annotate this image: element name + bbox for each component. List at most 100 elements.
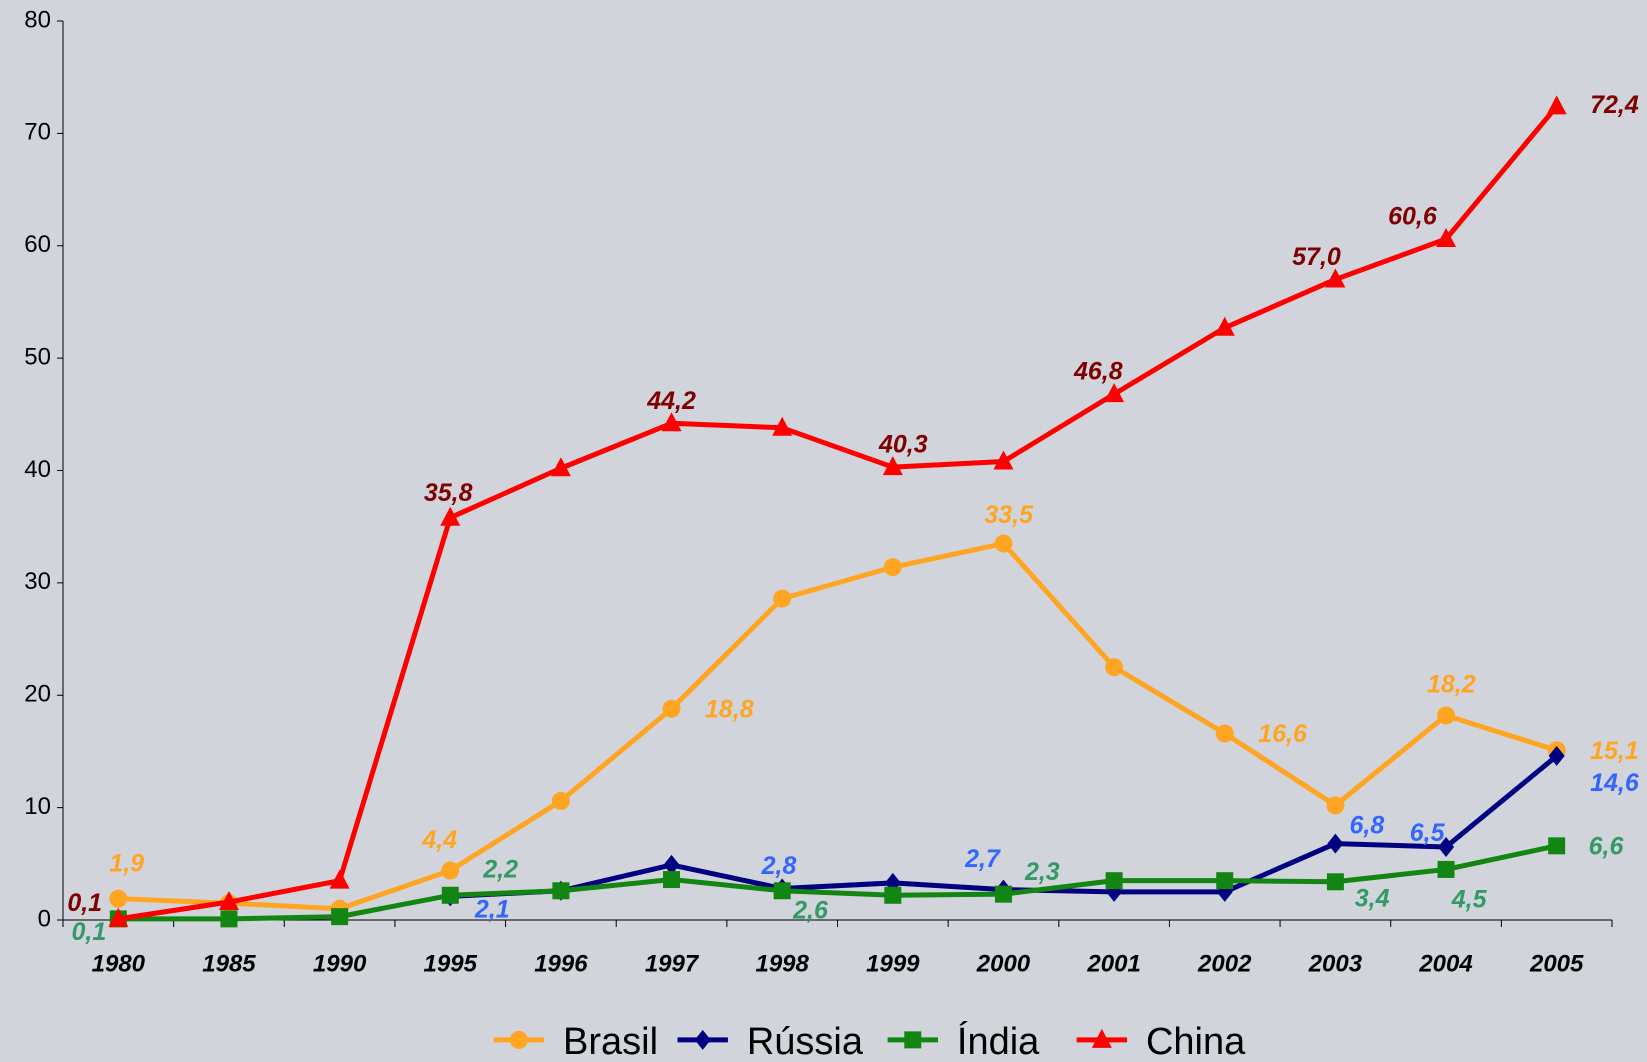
data-label: 6,8 <box>1350 811 1385 839</box>
x-tick-label: 1985 <box>202 950 256 977</box>
legend-label: Índia <box>957 1020 1040 1062</box>
marker <box>773 882 791 900</box>
marker <box>331 908 349 926</box>
data-label: 60,6 <box>1388 203 1438 231</box>
line <box>117 104 1559 922</box>
legend-label: Rússia <box>747 1021 864 1062</box>
marker <box>509 1030 528 1049</box>
series <box>109 534 1566 918</box>
series <box>442 745 1565 907</box>
data-label: 46,8 <box>1073 358 1123 386</box>
x-tick-label: 1999 <box>866 950 920 977</box>
legend-item: Rússia <box>677 1021 864 1062</box>
marker <box>1215 724 1234 743</box>
legend-item: China <box>1076 1021 1246 1062</box>
marker <box>109 889 128 908</box>
marker <box>1438 836 1455 857</box>
marker <box>1327 833 1344 854</box>
y-tick-label: 0 <box>38 905 51 932</box>
marker <box>1548 745 1565 766</box>
marker <box>661 412 682 432</box>
marker <box>551 791 570 810</box>
y-tick-label: 20 <box>24 681 51 708</box>
marker <box>994 534 1013 553</box>
y-tick-label: 40 <box>24 456 51 483</box>
data-label: 4,5 <box>1451 886 1488 914</box>
marker <box>441 886 459 904</box>
y-tick-label: 60 <box>24 231 51 258</box>
data-label: 0,1 <box>72 918 107 946</box>
x-tick-label: 2003 <box>1308 950 1363 977</box>
legend-label: Brasil <box>563 1021 658 1062</box>
marker <box>1105 658 1124 677</box>
x-tick-label: 1996 <box>534 950 588 977</box>
x-tick-label: 1980 <box>92 950 146 977</box>
x-tick-label: 1995 <box>424 950 478 977</box>
marker <box>218 891 239 911</box>
data-label: 57,0 <box>1292 243 1341 271</box>
marker <box>108 907 129 927</box>
data-label: 40,3 <box>878 431 928 459</box>
data-label: 72,4 <box>1590 91 1639 119</box>
data-label: 35,8 <box>424 479 473 507</box>
data-label: 18,8 <box>705 695 754 723</box>
data-label: 2,2 <box>482 856 518 884</box>
marker <box>1437 706 1456 725</box>
data-label: 6,6 <box>1589 833 1625 861</box>
x-tick-label: 2001 <box>1086 950 1140 977</box>
marker <box>904 1031 922 1049</box>
marker <box>1436 228 1457 248</box>
marker <box>329 869 350 889</box>
marker <box>1214 316 1235 336</box>
x-tick-label: 2004 <box>1418 950 1472 977</box>
marker <box>440 506 461 526</box>
x-tick-label: 2005 <box>1529 950 1584 977</box>
marker <box>694 1029 711 1050</box>
data-label: 2,3 <box>1024 858 1060 886</box>
data-label: 4,4 <box>421 826 457 854</box>
marker <box>662 699 681 718</box>
marker <box>550 457 571 477</box>
data-label: 3,4 <box>1355 884 1390 912</box>
data-label: 2,6 <box>792 896 829 924</box>
legend-item: Índia <box>887 1020 1040 1062</box>
marker <box>883 558 902 577</box>
marker <box>1548 837 1566 855</box>
x-tick-label: 1997 <box>645 950 700 977</box>
marker <box>1216 872 1234 890</box>
data-label: 16,6 <box>1258 720 1308 748</box>
data-label: 1,9 <box>109 850 144 878</box>
series <box>109 837 1566 928</box>
marker <box>441 861 460 880</box>
data-label: 14,6 <box>1590 769 1640 797</box>
marker <box>1437 860 1455 878</box>
legend-item: Brasil <box>493 1021 658 1062</box>
line <box>118 541 1558 912</box>
marker <box>994 885 1012 903</box>
marker <box>552 882 570 900</box>
marker <box>1546 95 1567 115</box>
line <box>118 843 1558 922</box>
data-label: 6,5 <box>1410 819 1446 847</box>
marker <box>1325 268 1346 288</box>
y-tick-label: 30 <box>24 568 51 595</box>
data-label: 2,7 <box>964 845 1001 873</box>
legend-label: China <box>1146 1021 1246 1062</box>
x-tick-label: 2000 <box>976 950 1031 977</box>
data-label: 33,5 <box>984 501 1034 529</box>
marker <box>882 456 903 476</box>
marker <box>773 589 792 608</box>
marker <box>772 416 793 436</box>
y-tick-label: 70 <box>24 119 51 146</box>
data-label: 15,1 <box>1590 737 1639 765</box>
marker <box>1105 872 1123 890</box>
marker <box>220 910 238 928</box>
y-tick-label: 80 <box>24 6 51 33</box>
data-label: 18,2 <box>1427 671 1476 699</box>
marker <box>663 871 681 889</box>
marker <box>1326 796 1345 815</box>
y-tick-label: 50 <box>24 343 51 370</box>
x-tick-label: 1990 <box>313 950 367 977</box>
data-label: 0,1 <box>67 889 102 917</box>
